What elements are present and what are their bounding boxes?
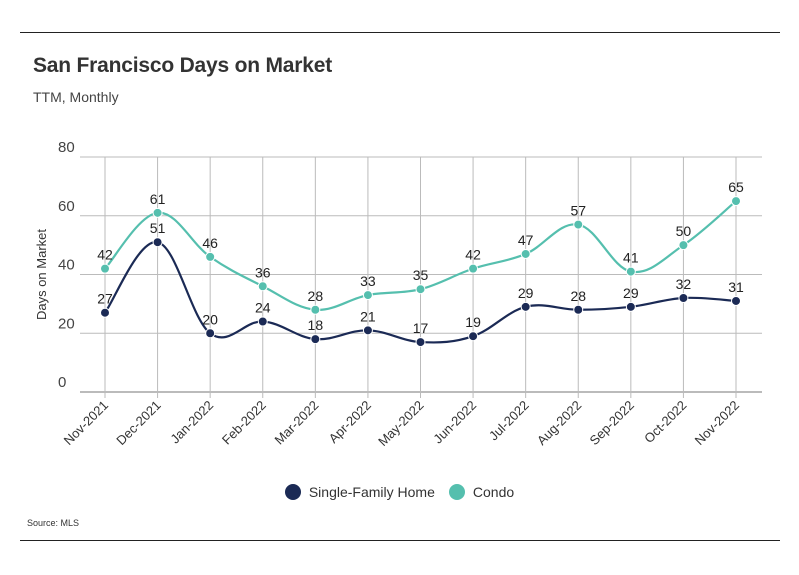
data-point-condo — [678, 240, 689, 251]
x-tick-label: Feb-2022 — [219, 398, 269, 448]
data-label-condo: 50 — [676, 223, 692, 239]
data-label-condo: 61 — [150, 191, 166, 207]
data-point-condo — [310, 304, 321, 315]
data-point-single-family — [415, 337, 426, 348]
data-label-single-family: 27 — [97, 291, 113, 307]
y-tick-label: 60 — [58, 198, 75, 215]
data-label-single-family: 24 — [255, 300, 271, 316]
data-label-condo: 41 — [623, 250, 639, 266]
legend-marker-single-family — [284, 484, 301, 500]
data-label-condo: 46 — [202, 235, 218, 251]
data-point-condo — [468, 263, 479, 274]
data-point-single-family — [152, 237, 163, 248]
x-tick-label: Oct-2022 — [641, 398, 689, 446]
data-point-single-family — [310, 334, 321, 345]
data-label-condo: 42 — [465, 247, 481, 263]
data-point-single-family — [100, 307, 110, 318]
data-label-condo: 28 — [308, 288, 324, 304]
data-point-condo — [257, 281, 268, 292]
data-label-condo: 36 — [255, 264, 271, 280]
data-point-condo — [362, 290, 373, 301]
data-label-condo: 33 — [360, 273, 376, 289]
data-point-single-family — [573, 304, 584, 315]
data-label-single-family: 29 — [623, 285, 639, 301]
chart-subtitle: TTM, Monthly — [33, 89, 119, 105]
x-tick-label: Jan-2022 — [167, 398, 216, 447]
data-point-condo — [100, 263, 110, 274]
data-label-single-family: 18 — [308, 317, 324, 333]
x-tick-label: Nov-2021 — [61, 398, 111, 448]
bottom-rule — [20, 540, 780, 541]
data-point-single-family — [625, 301, 636, 312]
x-tick-label: Jul-2022 — [486, 398, 532, 444]
x-tick-label: Sep-2022 — [586, 398, 636, 448]
data-label-condo: 57 — [570, 203, 586, 219]
x-tick-label: May-2022 — [375, 398, 426, 449]
x-tick-label: Aug-2022 — [534, 398, 584, 448]
data-point-single-family — [520, 301, 531, 312]
legend: Single-Family Home Condo — [0, 484, 799, 500]
data-point-condo — [573, 219, 584, 230]
y-tick-label: 80 — [58, 139, 75, 156]
x-tick-label: Nov-2022 — [692, 398, 742, 448]
data-label-single-family: 31 — [728, 279, 744, 295]
y-tick-label: 40 — [58, 257, 75, 274]
data-label-condo: 65 — [728, 179, 744, 195]
data-point-condo — [415, 284, 426, 295]
data-label-single-family: 17 — [413, 320, 429, 336]
data-point-single-family — [678, 293, 689, 303]
x-tick-label: Apr-2022 — [326, 398, 374, 446]
data-point-single-family — [468, 331, 479, 342]
y-axis-title: Days on Market — [34, 229, 49, 320]
x-tick-label: Dec-2021 — [113, 398, 163, 448]
data-point-condo — [625, 266, 636, 277]
data-label-single-family: 28 — [570, 288, 586, 304]
chart-title: San Francisco Days on Market — [33, 54, 333, 77]
data-label-single-family: 20 — [202, 311, 218, 327]
legend-label-condo: Condo — [472, 484, 515, 500]
data-label-condo: 35 — [413, 267, 429, 283]
legend-item-single-family[interactable]: Single-Family Home — [284, 484, 435, 500]
data-point-single-family — [257, 316, 268, 327]
y-tick-label: 0 — [58, 374, 66, 391]
x-tick-label: Mar-2022 — [272, 398, 322, 448]
data-label-single-family: 21 — [360, 308, 376, 324]
data-point-single-family — [731, 295, 741, 306]
line-chart: 0 20 40 60 80 Nov-2021 Dec-2021 Jan-2022 Feb-202… — [34, 139, 762, 449]
data-point-condo — [731, 196, 741, 207]
data-point-condo — [520, 248, 531, 259]
legend-label-single-family: Single-Family Home — [308, 484, 435, 500]
top-rule — [20, 32, 780, 33]
source-note: Source: MLS — [27, 518, 80, 528]
x-tick-label: Jun-2022 — [430, 398, 479, 447]
data-label-single-family: 32 — [676, 276, 692, 292]
data-point-single-family — [205, 328, 216, 339]
data-label-condo: 47 — [518, 232, 534, 248]
data-point-condo — [152, 207, 163, 218]
data-label-single-family: 19 — [465, 314, 481, 330]
data-label-condo: 42 — [97, 247, 113, 263]
legend-item-condo[interactable]: Condo — [448, 484, 515, 500]
data-label-single-family: 51 — [150, 220, 166, 236]
data-label-single-family: 29 — [518, 285, 534, 301]
legend-marker-condo — [448, 484, 465, 500]
y-tick-label: 20 — [58, 315, 75, 332]
data-point-single-family — [362, 325, 373, 336]
data-point-condo — [205, 251, 216, 262]
